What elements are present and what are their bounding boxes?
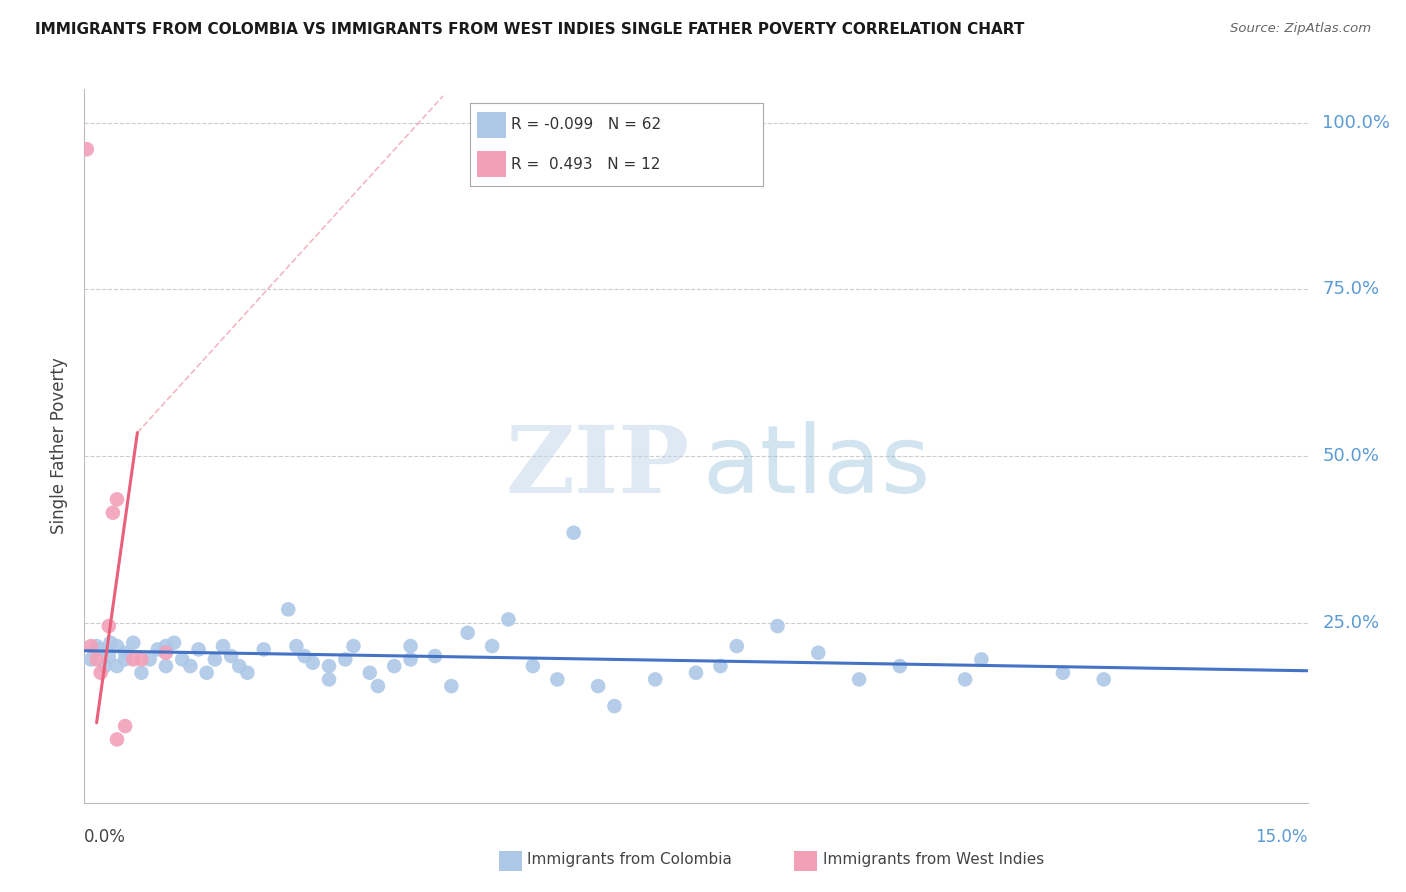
Point [114, 652, 136, 666]
Point [399, 639, 422, 653]
Point [725, 639, 748, 653]
Y-axis label: Single Father Poverty: Single Father Poverty [51, 358, 69, 534]
Point [522, 659, 544, 673]
Point [848, 673, 870, 687]
Point [367, 679, 389, 693]
Point [76, 142, 98, 156]
Point [277, 602, 299, 616]
Point [481, 639, 503, 653]
Point [335, 652, 357, 666]
Point [101, 506, 124, 520]
Point [301, 656, 323, 670]
Point [382, 659, 405, 673]
Text: 100.0%: 100.0% [1322, 113, 1391, 131]
Point [90, 642, 112, 657]
Point [131, 652, 153, 666]
Text: 25.0%: 25.0% [1322, 614, 1379, 632]
Point [105, 659, 128, 673]
Point [766, 619, 789, 633]
Point [546, 673, 568, 687]
Point [114, 719, 136, 733]
Point [138, 652, 160, 666]
Point [97, 619, 120, 633]
Point [457, 625, 479, 640]
Point [1092, 673, 1115, 687]
Point [953, 673, 976, 687]
Point [80, 639, 103, 653]
Point [228, 659, 250, 673]
Point [359, 665, 381, 680]
Point [195, 665, 218, 680]
Point [155, 639, 177, 653]
Point [562, 525, 585, 540]
Text: 50.0%: 50.0% [1322, 447, 1379, 465]
Point [105, 732, 128, 747]
Text: R =  0.493   N = 12: R = 0.493 N = 12 [510, 157, 661, 171]
Point [146, 642, 169, 657]
Text: ZIP: ZIP [506, 423, 690, 512]
Point [80, 652, 103, 666]
Point [807, 646, 830, 660]
Text: Immigrants from West Indies: Immigrants from West Indies [823, 853, 1043, 867]
Point [122, 636, 145, 650]
Point [204, 652, 226, 666]
Point [155, 646, 177, 660]
Point [318, 659, 340, 673]
Point [105, 492, 128, 507]
Text: atlas: atlas [702, 421, 931, 514]
Point [187, 642, 209, 657]
Point [709, 659, 731, 673]
Point [889, 659, 911, 673]
Point [970, 652, 993, 666]
Point [423, 649, 446, 664]
Text: 15.0%: 15.0% [1256, 828, 1308, 846]
Point [114, 646, 136, 660]
Point [685, 665, 707, 680]
Point [285, 639, 308, 653]
Point [498, 612, 520, 626]
Point [318, 673, 340, 687]
Point [1052, 665, 1074, 680]
Point [253, 642, 276, 657]
Point [294, 649, 316, 664]
Point [86, 652, 108, 666]
Point [342, 639, 364, 653]
Point [131, 665, 153, 680]
Text: R = -0.099   N = 62: R = -0.099 N = 62 [510, 118, 661, 132]
Point [122, 652, 145, 666]
Point [100, 636, 122, 650]
Text: 75.0%: 75.0% [1322, 280, 1379, 298]
Point [155, 659, 177, 673]
Point [440, 679, 463, 693]
Text: IMMIGRANTS FROM COLOMBIA VS IMMIGRANTS FROM WEST INDIES SINGLE FATHER POVERTY CO: IMMIGRANTS FROM COLOMBIA VS IMMIGRANTS F… [35, 22, 1025, 37]
Text: Immigrants from Colombia: Immigrants from Colombia [527, 853, 733, 867]
FancyBboxPatch shape [477, 112, 506, 138]
Point [163, 636, 186, 650]
Point [219, 649, 242, 664]
Point [603, 699, 626, 714]
Text: 0.0%: 0.0% [84, 828, 127, 846]
Point [90, 665, 112, 680]
Point [586, 679, 609, 693]
Point [93, 659, 115, 673]
FancyBboxPatch shape [477, 151, 506, 178]
Point [86, 639, 108, 653]
Point [644, 673, 666, 687]
Point [105, 639, 128, 653]
Point [179, 659, 201, 673]
Point [172, 652, 194, 666]
Point [212, 639, 235, 653]
Point [236, 665, 259, 680]
Point [399, 652, 422, 666]
Text: Source: ZipAtlas.com: Source: ZipAtlas.com [1230, 22, 1371, 36]
Point [97, 649, 120, 664]
